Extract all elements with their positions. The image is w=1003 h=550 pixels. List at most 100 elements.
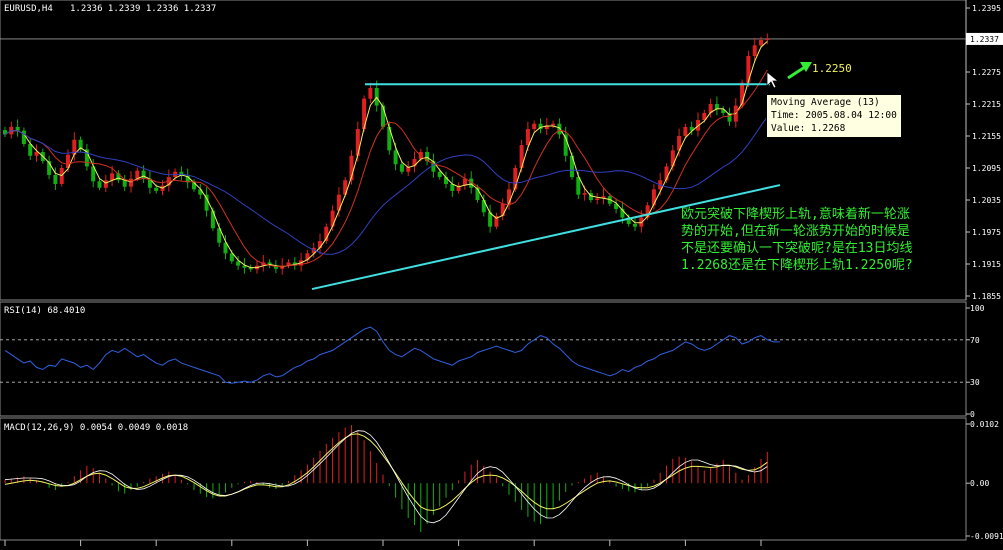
- comment-line-1: 欧元突破下降楔形上轨,意味着新一轮涨: [681, 206, 910, 222]
- candle-body: [431, 161, 436, 172]
- candle-body: [746, 56, 751, 83]
- candle-body: [752, 45, 757, 56]
- candle-body: [557, 123, 562, 135]
- price-tick-label: 1.2035: [972, 196, 1001, 205]
- candle-body: [513, 168, 518, 190]
- candle-body: [110, 173, 115, 181]
- candle-body: [349, 155, 354, 181]
- candle-body: [122, 180, 127, 187]
- candle-body: [683, 126, 688, 136]
- candle-body: [620, 209, 625, 218]
- candle-body: [727, 113, 732, 122]
- rsi-tick-label: 30: [970, 378, 980, 387]
- candle-body: [412, 158, 417, 167]
- macd-panel-frame: [0, 417, 967, 541]
- candle-body: [444, 177, 448, 184]
- candle-body: [192, 182, 196, 190]
- candle-body: [305, 253, 310, 261]
- candle-body: [381, 105, 385, 127]
- candle-body: [129, 178, 133, 187]
- candle-body: [538, 123, 543, 130]
- candle-body: [393, 150, 398, 165]
- candle-body: [576, 177, 581, 195]
- candle-body: [362, 98, 367, 130]
- rsi-series: [4, 326, 780, 384]
- candle-body: [223, 242, 228, 254]
- comment-line-2: 势的开始,但在新一轮涨势开始的时候是: [681, 223, 910, 239]
- candle-body: [588, 193, 593, 200]
- current-price-box: [966, 32, 1003, 45]
- price-tick-label: 1.1915: [972, 260, 1001, 269]
- candle-body: [154, 187, 159, 191]
- candle-body: [670, 150, 675, 167]
- candle-body: [147, 178, 152, 188]
- candle-body: [488, 212, 493, 227]
- candles: [3, 33, 770, 275]
- macd-tick-label: 0.00: [970, 479, 989, 488]
- macd-histogram: [4, 425, 768, 532]
- candle-body: [614, 203, 619, 210]
- rsi-levels: [0, 339, 966, 383]
- candle-body: [765, 38, 770, 40]
- candle-body: [273, 265, 278, 269]
- candle-body: [519, 145, 524, 168]
- candle-body: [78, 139, 83, 150]
- candle-body: [595, 198, 600, 200]
- price-tick-label: 1.2275: [972, 68, 1001, 77]
- rsi-tick-label: 0: [970, 410, 975, 419]
- price-tick-label: 1.2155: [972, 132, 1001, 141]
- candle-body: [481, 200, 486, 213]
- candle-body: [47, 161, 52, 175]
- candle-body: [425, 152, 430, 162]
- candle-body: [462, 178, 467, 186]
- candle-body: [469, 178, 474, 188]
- candle-body: [141, 170, 146, 179]
- candle-body: [532, 123, 537, 130]
- price-panel-title: EURUSD,H4: [4, 4, 53, 14]
- candle-body: [708, 104, 713, 114]
- comment-block: 欧元突破下降楔形上轨,意味着新一轮涨 势的开始,但在新一轮涨势开始的时候是 不是…: [681, 206, 913, 273]
- rsi-panel-frame: [0, 301, 967, 417]
- support-line: [311, 184, 781, 291]
- candle-body: [242, 265, 247, 268]
- rsi-title: RSI(14) 68.4010: [4, 306, 85, 316]
- candle-body: [563, 134, 568, 156]
- candle-body: [21, 130, 26, 144]
- candle-body: [66, 154, 70, 168]
- ohlc-readout: 1.2336 1.2339 1.2336 1.2337: [70, 4, 216, 14]
- price-tick-label: 1.2215: [972, 100, 1001, 109]
- candle-body: [759, 40, 763, 46]
- rsi-axis: 100 70 30 0: [966, 304, 985, 419]
- candle-body: [399, 164, 404, 172]
- candle-body: [525, 129, 530, 146]
- candle-body: [406, 166, 411, 172]
- candle-body: [318, 241, 322, 248]
- target-label: 1.2250: [812, 62, 852, 75]
- candle-body: [229, 253, 234, 262]
- candle-body: [551, 123, 556, 126]
- candle-body: [651, 189, 656, 206]
- rsi-panel: RSI(14) 68.4010 100 70 30 0: [0, 301, 985, 419]
- candle-body: [475, 187, 480, 200]
- candle-body: [714, 104, 719, 110]
- candle-body: [28, 144, 33, 156]
- candle-body: [324, 226, 329, 242]
- candle-body: [84, 149, 89, 167]
- candle-body: [103, 180, 108, 188]
- candle-body: [633, 224, 637, 227]
- current-price-label: 1.2337: [970, 35, 999, 44]
- candle-body: [330, 210, 335, 227]
- candle-body: [437, 171, 442, 178]
- candle-body: [355, 129, 360, 156]
- ma-slow-line: [4, 116, 768, 255]
- candle-body: [343, 180, 348, 195]
- candle-body: [645, 205, 650, 218]
- candle-body: [286, 262, 291, 266]
- candle-body: [544, 125, 549, 130]
- candle-body: [236, 261, 241, 266]
- candle-body: [53, 174, 58, 184]
- trendlines: [311, 83, 781, 291]
- price-tick-label: 1.2095: [972, 164, 1001, 173]
- candle-body: [3, 130, 7, 135]
- moving-average-tooltip: Moving Average (13) Time: 2005.08.04 12:…: [766, 94, 902, 138]
